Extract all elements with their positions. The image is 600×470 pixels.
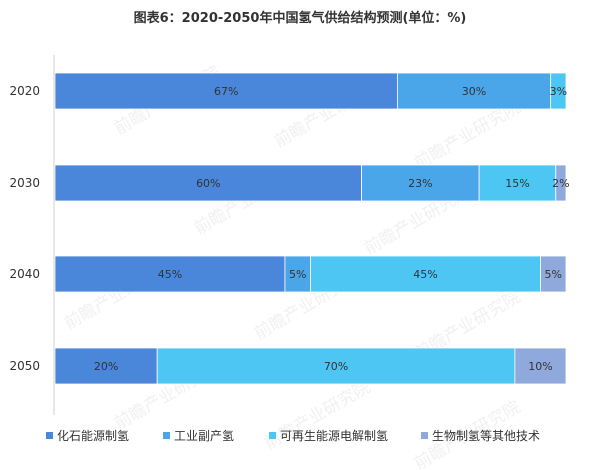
legend-swatch	[269, 432, 276, 439]
data-label: 10%	[528, 360, 552, 373]
bar-segment	[478, 164, 557, 202]
chart-title: 图表6：2020-2050年中国氢气供给结构预测(单位：%)	[134, 10, 467, 26]
legend-swatch	[421, 432, 428, 439]
y-tick-label: 2050	[9, 359, 40, 373]
bar-segment	[550, 72, 567, 110]
bar-segment	[514, 347, 567, 385]
bar-segment	[54, 255, 286, 293]
data-label: 5%	[289, 268, 306, 281]
bar-segment	[54, 347, 158, 385]
data-label: 30%	[462, 85, 486, 98]
data-label: 67%	[214, 85, 238, 98]
legend-swatch	[163, 432, 170, 439]
bar-segment	[555, 164, 567, 202]
bar-segment	[396, 72, 552, 110]
legend-swatch	[46, 432, 53, 439]
y-axis-labels: 2020 2030 2040 2050	[9, 84, 40, 373]
legend-label: 化石能源制氢	[57, 428, 129, 443]
bar-segment	[284, 255, 311, 293]
data-label: 5%	[544, 268, 561, 281]
y-tick-label: 2040	[9, 267, 40, 281]
legend-label: 生物制氢等其他技术	[432, 428, 540, 443]
data-label: 70%	[324, 360, 348, 373]
data-label: 2%	[552, 177, 569, 190]
legend-label: 工业副产氢	[174, 428, 234, 443]
data-label: 15%	[505, 177, 529, 190]
bar-segment	[54, 164, 363, 202]
bar-segment	[156, 347, 516, 385]
data-label: 45%	[413, 268, 437, 281]
data-label: 23%	[408, 177, 432, 190]
y-tick-label: 2020	[9, 84, 40, 98]
y-tick-label: 2030	[9, 176, 40, 190]
bar-segment	[540, 255, 567, 293]
data-label: 20%	[94, 360, 118, 373]
bars: 67% 30% 3% 60% 23% 15% 2% 45% 5% 45% 5% 20% 70% 10%	[54, 72, 570, 385]
bar-segment	[54, 72, 398, 110]
data-label: 60%	[196, 177, 220, 190]
data-label: 45%	[158, 268, 182, 281]
data-label: 3%	[550, 85, 567, 98]
legend-label: 可再生能源电解制氢	[280, 428, 388, 443]
legend: 化石能源制氢 工业副产氢 可再生能源电解制氢 生物制氢等其他技术	[46, 428, 540, 443]
